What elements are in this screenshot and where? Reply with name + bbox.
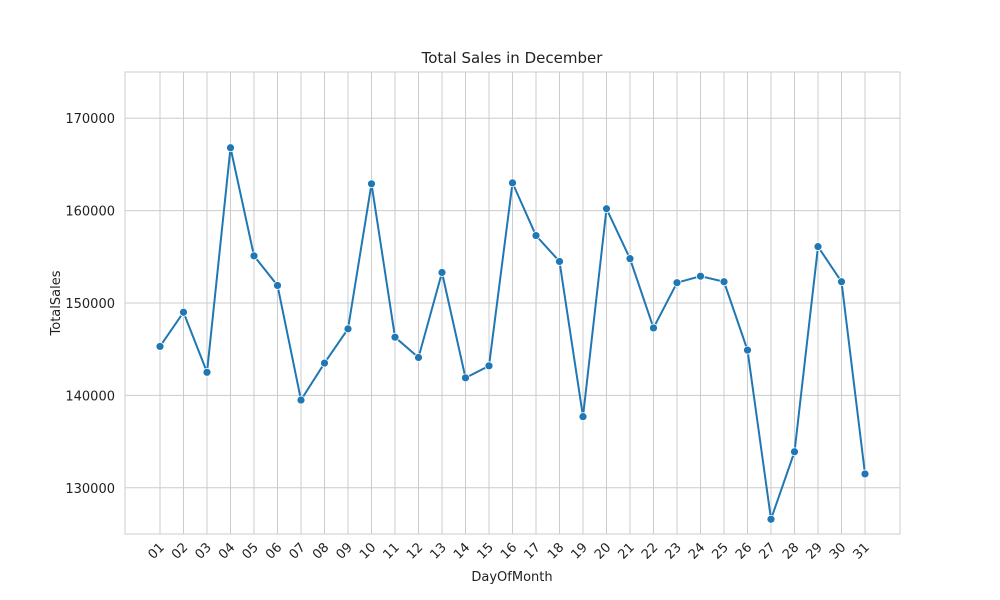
data-point	[249, 251, 259, 261]
data-point	[625, 254, 635, 264]
data-point	[320, 358, 329, 368]
data-point	[390, 332, 400, 342]
data-point	[790, 447, 799, 457]
x-tick-label: 02	[169, 540, 191, 562]
x-tick-label: 24	[686, 540, 708, 562]
y-tick-label: 140000	[65, 389, 115, 404]
x-tick-label: 09	[334, 540, 356, 562]
y-tick-label: 150000	[65, 297, 115, 312]
x-tick-label: 20	[592, 540, 614, 562]
data-point	[461, 373, 470, 383]
x-tick-label: 26	[733, 540, 755, 562]
x-tick-label: 29	[804, 540, 826, 562]
x-tick-label: 25	[710, 540, 732, 562]
data-point	[578, 412, 588, 422]
data-point	[414, 353, 423, 362]
chart-title: Total Sales in December	[421, 49, 604, 67]
x-tick-label: 30	[827, 540, 849, 562]
data-point	[531, 231, 541, 240]
y-axis-label: TotalSales	[49, 270, 64, 336]
x-tick-label: 16	[498, 540, 520, 562]
y-tick-label: 130000	[65, 482, 115, 497]
x-tick-label: 05	[240, 540, 262, 562]
x-tick-label: 01	[146, 540, 168, 562]
x-tick-label: 21	[616, 540, 638, 562]
data-point	[343, 324, 353, 334]
x-tick-label: 13	[428, 540, 450, 562]
plot-frame	[124, 71, 901, 535]
x-tick-label: 18	[545, 540, 567, 562]
data-point	[813, 242, 823, 252]
x-tick-label: 10	[357, 540, 379, 562]
data-point	[696, 271, 705, 281]
y-tick-label: 160000	[65, 205, 115, 220]
x-tick-label: 07	[287, 540, 309, 562]
data-point	[743, 345, 752, 355]
x-tick-label: 14	[451, 540, 473, 562]
data-point	[602, 204, 611, 214]
data-point	[179, 307, 188, 317]
data-point	[367, 179, 376, 189]
data-point	[273, 281, 282, 290]
x-tick-labels: 01 02 03 04 05 06 07 08 09 10 11 12 13 14 15 16 17 18 19 20…	[146, 540, 873, 562]
data-point	[719, 277, 729, 287]
x-tick-label: 27	[757, 540, 779, 562]
grid-lines	[125, 72, 900, 534]
y-tick-labels: 130000 140000 150000 160000 170000	[65, 112, 115, 497]
data-point	[672, 278, 682, 288]
data-point	[860, 469, 870, 479]
x-tick-label: 28	[780, 540, 802, 562]
x-tick-label: 19	[569, 540, 591, 562]
x-tick-label: 06	[263, 540, 285, 562]
x-tick-label: 11	[381, 540, 403, 562]
x-tick-label: 03	[193, 540, 215, 562]
data-point	[649, 323, 658, 333]
x-tick-label: 15	[475, 540, 497, 562]
data-point	[437, 268, 447, 277]
x-tick-label: 23	[663, 540, 685, 562]
x-axis-label: DayOfMonth	[471, 570, 552, 585]
series-layer	[155, 143, 870, 524]
x-tick-label: 12	[404, 540, 426, 562]
data-point	[837, 277, 846, 287]
data-point	[226, 143, 235, 153]
data-point	[155, 342, 165, 351]
data-point	[766, 514, 776, 524]
x-tick-label: 22	[639, 540, 661, 562]
x-tick-label: 31	[851, 540, 873, 562]
x-tick-label: 08	[310, 540, 332, 562]
x-tick-label: 17	[522, 540, 544, 562]
data-point	[508, 178, 517, 188]
data-point	[555, 257, 564, 266]
data-point	[484, 361, 494, 371]
x-tick-label: 04	[216, 540, 238, 562]
data-point	[296, 395, 306, 405]
y-tick-label: 170000	[65, 112, 115, 127]
data-point	[202, 367, 212, 377]
